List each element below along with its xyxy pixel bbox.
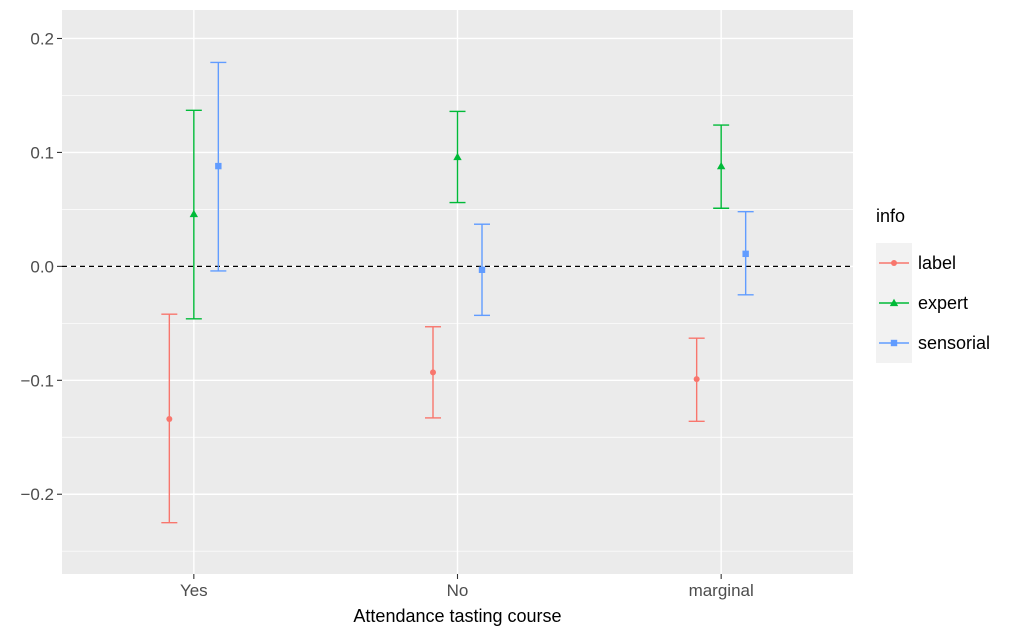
legend: info label expert sensorial	[876, 206, 990, 363]
point-expert-Yes	[189, 209, 199, 218]
errorbar-label-marginal	[688, 337, 705, 423]
legend-item-expert: expert	[876, 283, 968, 323]
point-label-No	[430, 369, 436, 376]
errorbar-expert-No	[449, 110, 466, 204]
legend-title: info	[876, 206, 905, 226]
legend-key-marker	[890, 339, 898, 347]
errorbar-sensorial-No	[474, 223, 490, 317]
x-axis-ticks: Yes No marginal	[180, 574, 754, 600]
point-sensorial-marginal	[742, 250, 749, 258]
y-tick-label: 0.2	[30, 29, 54, 48]
errorbar-expert-Yes	[185, 109, 202, 320]
y-tick-label: 0.1	[30, 143, 54, 162]
legend-label: sensorial	[918, 333, 990, 353]
errorbar-label-Yes	[161, 313, 178, 524]
x-tick-label: marginal	[689, 581, 754, 600]
legend-key-marker	[891, 260, 897, 266]
legend-key-marker	[889, 298, 899, 307]
legend-item-sensorial: sensorial	[876, 323, 990, 363]
point-expert-No	[453, 152, 462, 161]
errorbar-expert-marginal	[713, 124, 730, 209]
legend-item-label: label	[876, 243, 956, 283]
point-sensorial-No	[478, 266, 486, 273]
x-tick-label: No	[447, 581, 469, 600]
x-tick-label: Yes	[180, 581, 208, 600]
errorbar-label-No	[425, 326, 441, 419]
point-sensorial-Yes	[215, 162, 222, 170]
legend-label: expert	[918, 293, 968, 313]
errorbar-sensorial-marginal	[737, 210, 754, 296]
point-label-Yes	[166, 416, 173, 423]
errorbars	[161, 61, 754, 524]
y-tick-label: −0.1	[20, 371, 54, 390]
point-label-marginal	[693, 376, 700, 383]
legend-label: label	[918, 253, 956, 273]
y-tick-label: −0.2	[20, 485, 54, 504]
y-tick-label: 0.0	[30, 257, 54, 276]
point-expert-marginal	[716, 161, 726, 170]
x-axis-title: Attendance tasting course	[353, 606, 561, 626]
y-axis-ticks: −0.2 −0.1 0.0 0.1 0.2	[20, 29, 62, 504]
errorbar-sensorial-Yes	[210, 61, 227, 272]
